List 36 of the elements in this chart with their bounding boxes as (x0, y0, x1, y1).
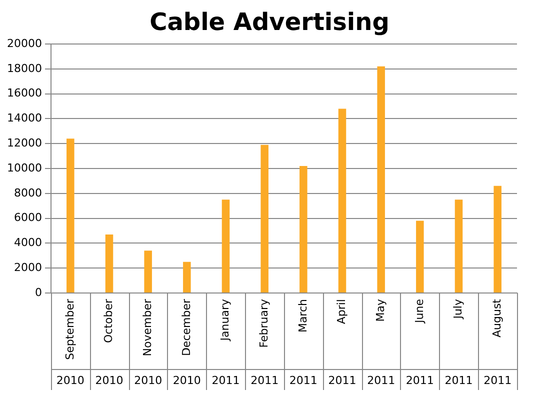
bar (105, 234, 114, 292)
bar (183, 262, 191, 292)
bar (416, 220, 424, 292)
category-label: December 2010 (172, 299, 201, 387)
y-tick-label: 14000 (6, 112, 42, 125)
chart-title: Cable Advertising (148, 8, 390, 36)
category-label: January 2011 (212, 299, 240, 387)
y-tick-label: 10000 (6, 161, 42, 174)
y-tick-label: 20000 (6, 36, 42, 50)
y-tick-label: 4000 (14, 236, 42, 250)
category-label: June 2011 (406, 299, 434, 387)
bar (144, 250, 152, 292)
y-tick-label: 2000 (14, 260, 42, 274)
bar (222, 200, 230, 292)
bar (260, 144, 268, 292)
bar (66, 138, 74, 292)
bar (454, 200, 463, 292)
y-tick-label: 18000 (6, 62, 42, 75)
category-label: October 2010 (95, 299, 124, 387)
y-tick-label: 6000 (14, 211, 42, 224)
category-label: August 2011 (484, 299, 512, 387)
y-tick-label: 12000 (6, 136, 42, 150)
bar (494, 186, 502, 292)
category-label: May 2011 (367, 299, 396, 387)
bar (338, 108, 346, 292)
category-label: July 2011 (444, 299, 473, 387)
bar (300, 166, 308, 292)
category-label: November 2010 (134, 299, 162, 387)
bar (377, 66, 385, 292)
y-tick-label: 0 (34, 286, 42, 299)
category-label: March 2011 (289, 299, 318, 387)
category-label: February 2011 (250, 299, 279, 387)
category-label: April 2011 (328, 299, 356, 387)
y-tick-label: 8000 (14, 186, 42, 200)
category-label: September 2010 (56, 299, 84, 387)
y-tick-label: 16000 (6, 86, 42, 100)
